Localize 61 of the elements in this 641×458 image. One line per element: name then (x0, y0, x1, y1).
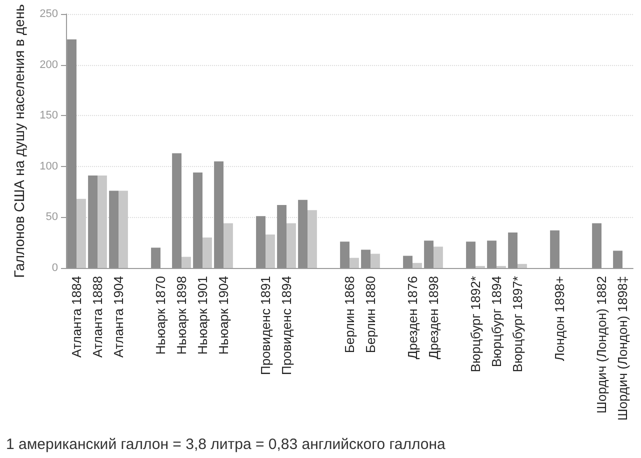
bar (592, 223, 602, 268)
x-tick-label: Дрезден 1876 (405, 276, 420, 360)
bar (98, 176, 107, 268)
y-axis-title: Галлонов США на душу населения в день (11, 4, 27, 278)
bar (308, 210, 317, 268)
bar (214, 161, 224, 268)
y-tick-label: 200 (40, 58, 58, 71)
bar (182, 256, 191, 268)
x-tick-label: Атланта 1888 (90, 276, 105, 358)
bar (67, 39, 76, 268)
bar (350, 258, 359, 268)
bar (202, 238, 212, 268)
bar (340, 242, 350, 268)
bar (298, 200, 308, 268)
x-tick-label: Ньюарк 1870 (153, 276, 168, 355)
x-tick-label: Атланта 1884 (69, 276, 84, 358)
bar (466, 242, 476, 268)
y-tick-label: 250 (40, 8, 58, 20)
x-tick-label: Шордич (Лондон) 1898‡ (615, 276, 630, 421)
bar (277, 205, 286, 268)
bar (518, 264, 527, 268)
bar (370, 254, 380, 268)
x-tick-label: Вюрцбург 1892* (468, 276, 483, 372)
bar (412, 262, 422, 268)
bar (172, 153, 182, 268)
x-tick-label: Провиденс 1894 (279, 276, 294, 375)
bar (403, 256, 412, 268)
bar (224, 223, 233, 268)
x-tick-label: Лондон 1898+ (552, 276, 567, 362)
bar (550, 230, 560, 268)
bar (487, 240, 496, 268)
bar (109, 190, 118, 268)
bar (88, 176, 98, 268)
x-tick-label: Атланта 1904 (111, 276, 126, 358)
bar (424, 240, 434, 268)
x-tick-label: Ньюарк 1901 (195, 276, 210, 355)
bar (286, 223, 296, 268)
x-tick-label: Вюрцбург 1897* (510, 276, 525, 372)
x-tick-label: Провиденс 1891 (258, 276, 273, 375)
bar (118, 190, 128, 268)
text: 1 американский галлон = 3,8 литра = 0,83 английского галлона (6, 436, 446, 453)
y-tick-label: 0 (52, 262, 58, 274)
bar (266, 234, 275, 268)
y-tick-label: 100 (40, 160, 58, 172)
x-tick-label: Берлин 1880 (363, 276, 378, 354)
x-tick-label: Вюрцбург 1894 (489, 276, 504, 368)
bar (434, 246, 443, 268)
bar (256, 216, 266, 268)
x-tick-label: Берлин 1868 (342, 276, 357, 354)
x-tick-label: Ньюарк 1898 (174, 276, 189, 355)
y-tick-label: 150 (40, 110, 58, 122)
x-tick-label: Ньюарк 1904 (216, 276, 231, 355)
x-tick-label: Шордич (Лондон) 1882 (594, 276, 609, 414)
bar (508, 232, 518, 268)
bar (76, 198, 86, 268)
bar (151, 248, 160, 268)
bar (361, 250, 370, 268)
x-tick-label: Дрезден 1898 (426, 276, 441, 360)
y-tick-label: 50 (46, 211, 58, 224)
bar (613, 250, 622, 268)
bar (193, 172, 202, 268)
